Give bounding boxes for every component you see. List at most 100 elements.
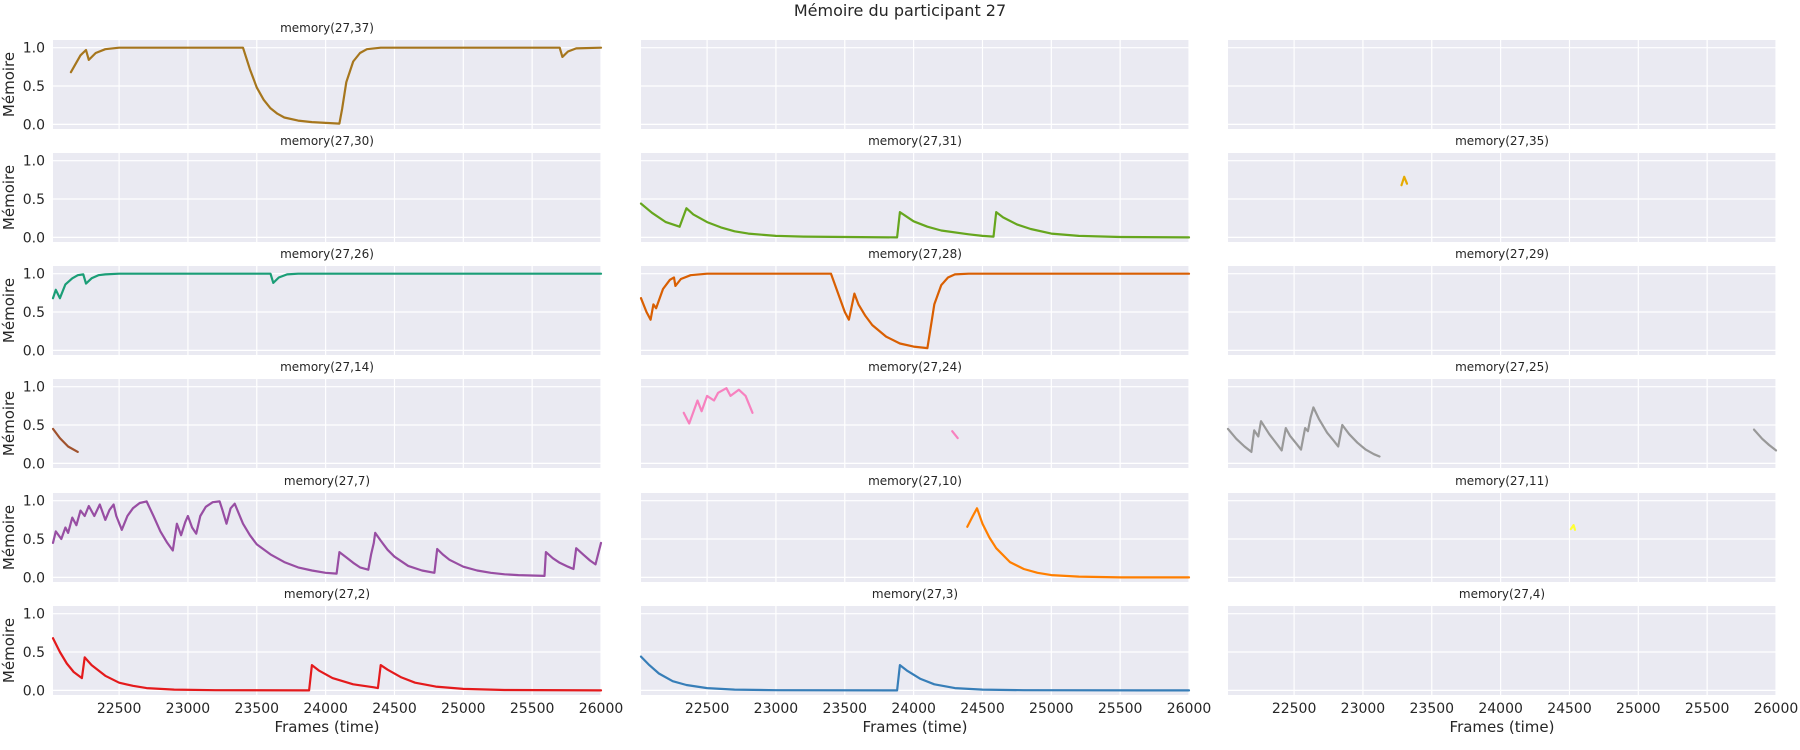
x-tick-label: 23000 — [1341, 701, 1386, 717]
series-line — [51, 637, 603, 692]
x-tick-label: 26000 — [1754, 701, 1799, 717]
y-tick-label: 0.5 — [23, 192, 45, 208]
series-line — [1752, 428, 1778, 452]
subplot-5: memory(27,31) — [639, 134, 1191, 242]
y-tick-label: 0.5 — [23, 79, 45, 95]
y-tick-label: 1.0 — [23, 607, 45, 623]
subplot-2 — [641, 40, 1190, 129]
plot-area — [1228, 606, 1776, 695]
series-line — [1400, 175, 1409, 187]
x-tick-label: 23000 — [166, 701, 211, 717]
y-tick-label: 0.5 — [23, 418, 45, 434]
chart-title: Mémoire du participant 27 — [794, 1, 1006, 20]
subplot-10: memory(27,14) 0.0 0.5 1.0 Mémoire — [0, 360, 602, 472]
plot-area — [641, 40, 1189, 129]
x-tick-label: 26000 — [579, 701, 624, 717]
subplot-title: memory(27,3) — [872, 587, 958, 601]
plot-area — [53, 266, 601, 355]
y-tick-label: 0.5 — [23, 532, 45, 548]
subplot-title: memory(27,29) — [1455, 247, 1549, 261]
x-tick-label: 24500 — [960, 701, 1005, 717]
subplot-title: memory(27,14) — [280, 360, 374, 374]
plot-area — [1228, 493, 1776, 582]
subplot-title: memory(27,24) — [868, 360, 962, 374]
subplot-17: memory(27,3) 22500 23000 23500 24000 24500 250… — [639, 587, 1212, 736]
y-tick-label: 0.5 — [23, 305, 45, 321]
subplot-title: memory(27,35) — [1455, 134, 1549, 148]
plot-area — [641, 379, 1189, 468]
y-axis-label: Mémoire — [0, 391, 18, 456]
subplot-grid: memory(27,37) 0.0 0.5 1.0 Mémoire memory(27,3… — [0, 21, 1798, 736]
subplot-title: memory(27,28) — [868, 247, 962, 261]
x-tick-label: 23500 — [235, 701, 280, 717]
y-tick-label: 0.0 — [23, 230, 45, 246]
series-line — [51, 272, 603, 300]
series-line — [1569, 524, 1577, 531]
y-axis-label: Mémoire — [0, 278, 18, 343]
series-line — [639, 272, 1191, 350]
subplot-title: memory(27,7) — [284, 474, 370, 488]
subplot-6: memory(27,35) — [1228, 134, 1777, 242]
subplot-1: memory(27,37) 0.0 0.5 1.0 Mémoire — [0, 21, 603, 133]
x-tick-label: 24000 — [303, 701, 348, 717]
y-tick-label: 1.0 — [23, 41, 45, 57]
series-line — [639, 655, 1191, 692]
subplot-3 — [1228, 40, 1777, 129]
y-axis-label: Mémoire — [0, 505, 18, 570]
x-tick-label: 22500 — [97, 701, 142, 717]
plot-area — [1228, 266, 1776, 355]
plot-area — [53, 606, 601, 695]
plot-area — [53, 40, 601, 129]
subplot-14: memory(27,10) — [641, 474, 1191, 582]
x-tick-label: 24500 — [372, 701, 417, 717]
y-axis-label: Mémoire — [0, 165, 18, 230]
subplot-title: memory(27,4) — [1459, 587, 1545, 601]
y-tick-label: 0.0 — [23, 343, 45, 359]
y-tick-label: 0.0 — [23, 570, 45, 586]
subplot-title: memory(27,10) — [868, 474, 962, 488]
x-tick-label: 25500 — [510, 701, 555, 717]
y-tick-label: 0.0 — [23, 456, 45, 472]
subplot-13: memory(27,7) 0.0 0.5 1.0 Mémoire — [0, 474, 603, 586]
series-line — [966, 507, 1191, 579]
plot-area — [641, 266, 1189, 355]
subplot-16: memory(27,2) 0.0 0.5 1.0 Mémoire 22500 23000 23… — [0, 587, 623, 736]
plot-area — [53, 379, 601, 468]
x-tick-label: 23500 — [1410, 701, 1455, 717]
subplot-title: memory(27,37) — [280, 21, 374, 35]
series-line — [51, 500, 603, 577]
subplot-title: memory(27,2) — [284, 587, 370, 601]
x-tick-label: 25000 — [1616, 701, 1661, 717]
plot-area — [1228, 379, 1776, 468]
x-tick-label: 25000 — [1029, 701, 1074, 717]
series-line — [51, 427, 79, 453]
subplot-8: memory(27,28) — [639, 247, 1191, 355]
subplot-7: memory(27,26) 0.0 0.5 1.0 Mémoire — [0, 247, 603, 359]
plot-area — [1228, 40, 1776, 129]
subplot-9: memory(27,29) — [1228, 247, 1777, 355]
y-tick-label: 1.0 — [23, 380, 45, 396]
series-line — [69, 46, 603, 125]
x-tick-label: 23000 — [754, 701, 799, 717]
subplot-title: memory(27,11) — [1455, 474, 1549, 488]
x-tick-label: 26000 — [1167, 701, 1212, 717]
y-tick-label: 0.0 — [23, 683, 45, 699]
y-tick-label: 0.5 — [23, 645, 45, 661]
x-axis-label: Frames (time) — [863, 718, 968, 736]
x-axis-label: Frames (time) — [275, 718, 380, 736]
x-tick-label: 24500 — [1547, 701, 1592, 717]
x-tick-label: 25000 — [441, 701, 486, 717]
series-line — [1226, 406, 1381, 458]
x-tick-label: 22500 — [685, 701, 730, 717]
subplot-title: memory(27,31) — [868, 134, 962, 148]
y-tick-label: 1.0 — [23, 267, 45, 283]
x-tick-label: 22500 — [1272, 701, 1317, 717]
y-tick-label: 1.0 — [23, 154, 45, 170]
series-line — [951, 430, 959, 440]
plot-area — [53, 493, 601, 582]
subplot-title: memory(27,26) — [280, 247, 374, 261]
x-axis-label: Frames (time) — [1450, 718, 1555, 736]
y-tick-label: 1.0 — [23, 494, 45, 510]
subplot-11: memory(27,24) — [641, 360, 1190, 468]
